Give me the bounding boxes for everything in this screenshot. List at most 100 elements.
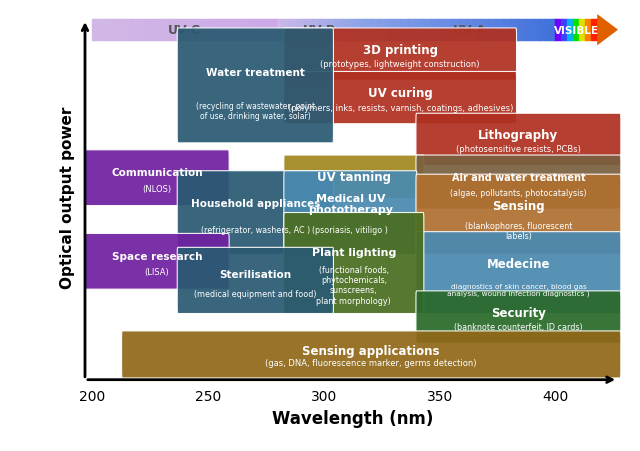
Bar [507,20,509,41]
Bar [94,20,97,41]
Bar [152,20,155,41]
Bar [134,20,136,41]
Bar [166,20,169,41]
Bar [358,20,361,41]
Bar [212,20,215,41]
Bar [201,20,204,41]
Bar [403,20,405,41]
Bar [236,20,239,41]
Bar [289,20,292,41]
Bar [349,20,352,41]
Bar [433,20,435,41]
Text: Medical UV
phototherapy: Medical UV phototherapy [308,193,393,215]
Bar [234,20,236,41]
Bar [573,20,580,41]
Bar [414,20,417,41]
Bar [168,20,172,41]
Text: (banknote counterfeit, ID cards): (banknote counterfeit, ID cards) [454,322,582,331]
Bar [467,20,470,41]
Bar [440,20,442,41]
Bar [101,20,104,41]
Bar [282,20,285,41]
Bar [178,20,180,41]
Bar [231,20,234,41]
Bar [215,20,218,41]
Bar [460,20,463,41]
Bar [291,20,294,41]
Bar [551,20,554,41]
Bar [326,20,329,41]
Bar [338,20,340,41]
Bar [451,20,454,41]
FancyBboxPatch shape [284,156,424,199]
FancyBboxPatch shape [177,171,333,255]
Bar [502,20,505,41]
Bar [516,20,519,41]
Bar [287,20,289,41]
Y-axis label: Optical output power: Optical output power [60,106,75,288]
Bar [164,20,166,41]
Bar [243,20,245,41]
Bar [463,20,465,41]
Bar [333,20,336,41]
Bar [196,20,199,41]
Bar [486,20,489,41]
Bar [208,20,211,41]
Text: Sensing applications: Sensing applications [303,344,440,357]
Bar [328,20,331,41]
Bar [104,20,106,41]
Text: Communication: Communication [111,168,203,178]
Bar [391,20,394,41]
Bar [187,20,189,41]
Bar [312,20,315,41]
Text: UV tanning: UV tanning [317,171,391,184]
Bar [430,20,433,41]
Bar [474,20,477,41]
Bar [568,20,573,41]
Bar [298,20,301,41]
Bar [523,20,526,41]
Bar [521,20,524,41]
FancyBboxPatch shape [416,156,621,210]
Bar [191,20,195,41]
Text: (photosensitive resists, PCBs): (photosensitive resists, PCBs) [456,145,581,154]
Text: diagnostics of skin cancer, blood gas
analysis, wound infection diagnostics ): diagnostics of skin cancer, blood gas an… [447,283,589,297]
Bar [556,20,562,41]
Bar [136,20,139,41]
FancyBboxPatch shape [84,234,229,290]
Text: (algae, pollutants, photocatalysis): (algae, pollutants, photocatalysis) [450,188,587,197]
Bar [509,20,512,41]
Bar [257,20,259,41]
Text: Sterilisation: Sterilisation [220,269,291,279]
Text: Security: Security [491,306,546,319]
Bar [458,20,461,41]
Bar [129,20,132,41]
Bar [405,20,408,41]
Bar [92,20,95,41]
FancyBboxPatch shape [284,171,417,255]
Bar [145,20,148,41]
Bar [122,20,125,41]
Bar [342,20,345,41]
Bar [324,20,326,41]
Bar [143,20,146,41]
Bar [504,20,508,41]
Bar [493,20,495,41]
Bar [305,20,308,41]
Bar [111,20,113,41]
Bar [203,20,206,41]
Bar [294,20,296,41]
Bar [150,20,153,41]
Bar [198,20,202,41]
Bar [173,20,176,41]
Bar [275,20,278,41]
Bar [307,20,310,41]
Text: Household appliances: Household appliances [191,199,320,209]
Bar [224,20,227,41]
Bar [182,20,185,41]
Bar [532,20,535,41]
Bar [117,20,120,41]
Bar [497,20,500,41]
Bar [384,20,387,41]
Bar [585,20,591,41]
